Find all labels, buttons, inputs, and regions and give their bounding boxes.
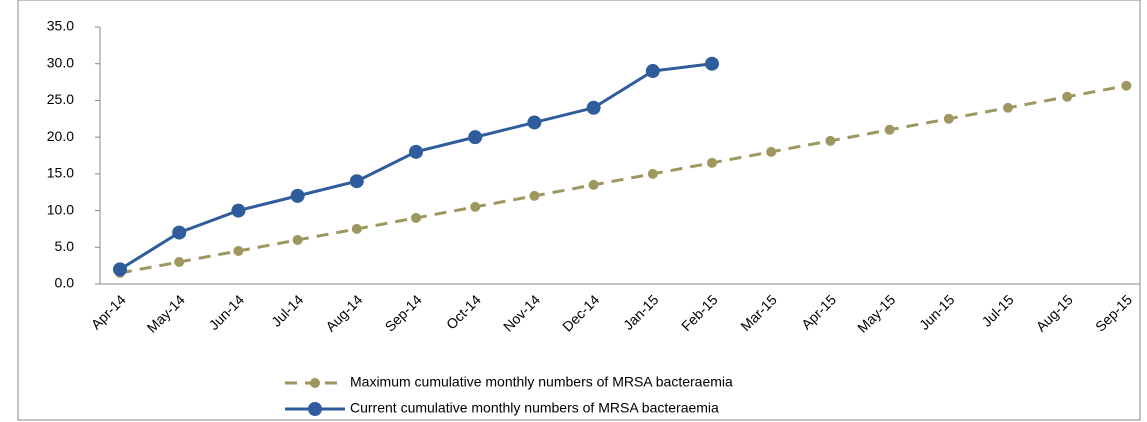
y-tick-label: 30.0 [47,54,74,70]
y-tick-label: 25.0 [47,91,74,107]
x-tick-label: Aug-14 [322,291,365,334]
data-point [113,262,127,277]
x-tick-label: Jan-15 [620,291,662,333]
data-point [527,115,542,130]
data-point [529,190,540,201]
data-point [586,100,601,115]
data-point [707,157,717,168]
x-tick-label: Oct-14 [443,291,484,332]
data-point [172,225,187,240]
x-tick-label: Nov-14 [500,291,543,334]
series-line [119,62,713,271]
data-point [1003,102,1013,113]
data-point [1121,80,1132,91]
data-point [825,135,836,146]
data-point [409,144,423,159]
x-tick-label: May-15 [854,291,898,335]
x-tick-label: Aug-15 [1033,291,1076,334]
x-tick-label: Feb-15 [678,291,721,334]
data-point [292,234,303,245]
data-point [233,245,244,256]
legend-label: Current cumulative monthly numbers of MR… [350,400,719,416]
y-tick-label: 0.0 [55,275,75,291]
x-tick-label: Jul-15 [978,291,1016,329]
x-tick-label: Dec-14 [559,291,602,334]
y-tick-label: 15.0 [47,165,74,181]
data-point [588,179,599,190]
x-tick-label: Jun-15 [916,291,958,333]
x-tick-label: Apr-15 [798,291,839,332]
data-point [647,168,658,179]
legend-marker [308,402,322,416]
data-point [884,124,895,135]
y-tick-label: 35.0 [47,18,74,34]
data-point [290,188,305,203]
x-tick-label: Sep-14 [381,291,424,334]
data-point [645,64,660,79]
y-tick-label: 20.0 [47,128,74,144]
y-tick-label: 10.0 [47,201,74,217]
data-point [351,223,362,234]
data-point [766,146,777,157]
chart-border [17,0,1141,421]
data-point [174,256,185,267]
series-line [119,84,1127,275]
x-tick-label: Apr-14 [88,291,129,332]
data-point [468,130,483,145]
x-tick-label: Sep-15 [1092,291,1135,334]
data-point [470,201,481,212]
x-tick-label: Jul-14 [268,291,306,329]
x-tick-label: Jun-14 [206,291,248,333]
data-point [705,56,719,71]
data-point [349,174,364,189]
y-tick-label: 5.0 [55,238,75,254]
legend-label: Maximum cumulative monthly numbers of MR… [350,374,733,390]
data-point [943,113,954,124]
legend-marker [310,378,320,388]
data-point [1062,91,1073,102]
x-tick-label: May-14 [144,291,188,335]
x-tick-label: Mar-15 [737,291,780,334]
data-point [231,203,246,218]
data-point [411,212,421,223]
